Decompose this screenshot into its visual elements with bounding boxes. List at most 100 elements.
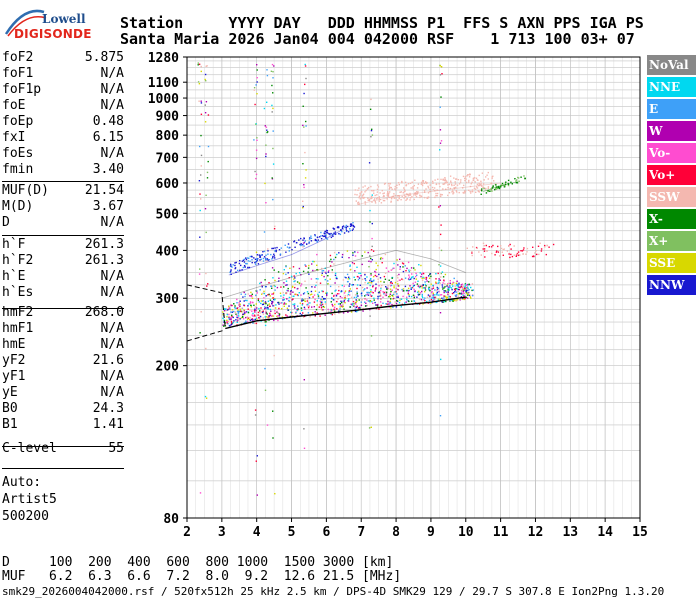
noise-point <box>205 194 207 196</box>
model-profile-line <box>186 329 226 342</box>
echo-point <box>464 177 466 180</box>
echo-point <box>522 249 525 251</box>
echo-point <box>385 286 387 288</box>
y-tick-label: 500 <box>156 207 180 222</box>
echo-point <box>255 303 257 305</box>
echo-point <box>394 291 396 293</box>
echo-point <box>290 290 292 292</box>
echo-point <box>334 274 337 276</box>
echo-point <box>249 255 251 258</box>
echo-point <box>237 318 239 320</box>
echo-point <box>301 300 303 302</box>
echo-point <box>327 275 329 277</box>
echo-point <box>445 291 447 293</box>
param-value: N/A <box>100 98 124 113</box>
echo-point <box>376 184 379 186</box>
echo-point <box>289 293 292 295</box>
echo-point <box>408 279 410 281</box>
echo-point <box>418 291 420 294</box>
echo-point <box>259 312 261 314</box>
echo-point <box>487 171 489 174</box>
echo-point <box>475 191 477 193</box>
echo-point <box>268 282 270 284</box>
echo-point <box>361 299 363 301</box>
echo-point <box>280 302 282 304</box>
noise-point <box>305 169 307 171</box>
echo-point <box>417 192 419 194</box>
echo-point <box>321 272 323 274</box>
echo-point <box>468 294 471 297</box>
echo-point <box>255 322 258 325</box>
echo-point <box>372 302 374 304</box>
echo-point <box>333 258 335 261</box>
echo-point <box>521 250 524 252</box>
echo-point <box>240 317 243 319</box>
echo-point <box>259 259 261 261</box>
echo-point <box>271 285 274 287</box>
echo-point <box>266 258 269 260</box>
echo-point <box>447 283 449 285</box>
echo-point <box>300 237 302 240</box>
echo-point <box>480 185 483 187</box>
echo-point <box>409 285 411 287</box>
noise-point <box>207 160 209 163</box>
echo-point <box>432 182 434 184</box>
x-tick-label: 5 <box>288 525 296 540</box>
echo-point <box>281 308 283 310</box>
echo-point <box>267 259 269 261</box>
echo-point <box>329 278 331 280</box>
echo-point <box>428 299 431 302</box>
echo-point <box>505 181 507 183</box>
noise-point <box>199 236 201 238</box>
echo-point <box>338 252 340 254</box>
echo-point <box>464 192 466 194</box>
echo-point <box>351 284 353 286</box>
param-value: 5.875 <box>84 50 124 65</box>
echo-point <box>483 250 486 252</box>
echo-point <box>266 306 269 309</box>
logo-swoosh <box>4 9 47 37</box>
param-value: N/A <box>100 285 124 300</box>
noise-point <box>439 65 441 67</box>
noise-point <box>255 290 257 292</box>
echo-point <box>246 262 248 265</box>
param-key: foF1 <box>2 66 34 81</box>
echo-point <box>362 307 364 310</box>
echo-point <box>241 307 243 309</box>
echo-point <box>249 322 252 325</box>
echo-point <box>262 313 265 315</box>
echo-point <box>353 305 356 308</box>
echo-point <box>293 240 296 242</box>
echo-point <box>234 267 237 269</box>
echo-point <box>431 186 434 189</box>
echo-point <box>278 307 280 310</box>
noise-point <box>266 260 268 262</box>
echo-point <box>427 197 429 199</box>
echo-point <box>471 289 473 292</box>
echo-point <box>378 273 380 276</box>
echo-point <box>348 257 350 259</box>
noise-point <box>271 267 274 269</box>
echo-point <box>353 303 355 305</box>
echo-point <box>327 308 329 311</box>
echo-point <box>283 286 285 288</box>
noise-point <box>369 108 372 110</box>
echo-point <box>326 293 328 295</box>
echo-point <box>480 254 482 256</box>
echo-point <box>359 284 361 286</box>
echo-point <box>372 285 374 287</box>
param-row-hmf1: hmF1 N/A <box>2 321 124 337</box>
echo-point <box>405 193 408 195</box>
echo-point <box>446 284 448 286</box>
echo-point <box>255 261 257 263</box>
noise-point <box>439 233 442 236</box>
echo-point <box>301 314 303 316</box>
echo-point <box>485 192 488 194</box>
echo-point <box>396 293 398 295</box>
echo-point <box>337 303 340 305</box>
echo-point <box>401 288 403 291</box>
echo-point <box>364 201 366 203</box>
echo-point <box>298 239 300 241</box>
echo-point <box>300 274 302 276</box>
echo-point <box>314 235 316 237</box>
